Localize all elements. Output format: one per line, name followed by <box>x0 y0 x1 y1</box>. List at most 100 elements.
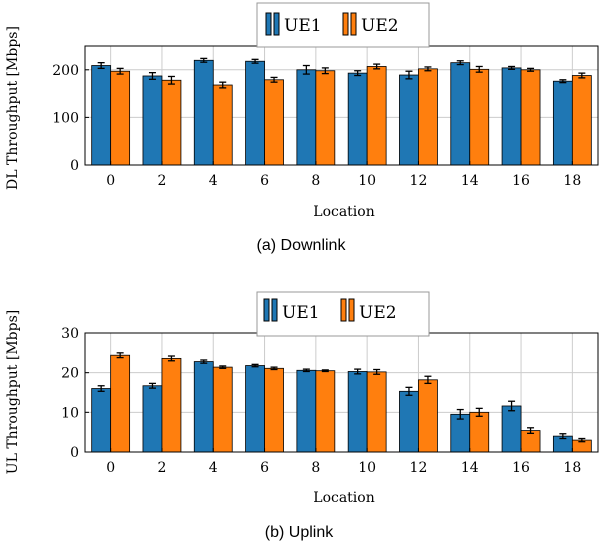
downlink-xtick-label-9: 18 <box>563 173 581 189</box>
uplink-bar-ue1-16 <box>501 405 522 453</box>
uplink-legend-ue1-label: UE1 <box>282 303 320 323</box>
downlink-bar-ue2-8 <box>315 70 336 166</box>
uplink-ytick-label-1: 10 <box>61 405 79 421</box>
downlink-errbar-ue2-10 <box>373 63 381 70</box>
uplink-ticks: 0 10 20 30 0 2 4 6 8 10 12 14 16 18 <box>61 326 581 476</box>
downlink-xtick-label-6: 12 <box>410 173 428 189</box>
downlink-bar-ue2-2 <box>161 79 182 166</box>
downlink-errbar-ue2-14 <box>475 65 483 73</box>
uplink-legend-ue2-swatch-b <box>348 298 355 322</box>
downlink-errbar-ue1-6 <box>251 58 259 64</box>
downlink-ytick-label-1: 100 <box>52 110 79 126</box>
uplink-errbar-ue2-0 <box>116 352 124 359</box>
downlink-errbar-ue1-18 <box>559 79 567 84</box>
uplink-errbar-ue2-12 <box>424 375 432 385</box>
downlink-legend-ue2-label: UE2 <box>361 16 399 36</box>
downlink-xtick-label-8: 16 <box>512 173 530 189</box>
downlink-errbar-ue1-14 <box>456 60 464 66</box>
downlink-ticks: 0 100 200 0 2 4 6 8 10 12 14 16 18 <box>52 63 581 189</box>
downlink-legend-ue2-swatch-b <box>350 12 357 36</box>
uplink-errbar-ue2-16 <box>527 427 535 435</box>
downlink-ytick-label-0: 0 <box>70 158 79 174</box>
uplink-y-axis-label: UL Throughput [Mbps] <box>5 310 21 474</box>
uplink-xtick-label-7: 14 <box>461 460 479 476</box>
uplink-errbar-ue1-16 <box>508 400 516 412</box>
downlink-errbar-ue2-2 <box>167 75 175 85</box>
uplink-bar-ue2-10 <box>366 371 387 453</box>
downlink-errbar-ue2-6 <box>270 76 278 83</box>
uplink-bar-ue1-4 <box>193 361 214 453</box>
downlink-bar-ue1-12 <box>399 74 419 166</box>
uplink-xtick-label-0: 0 <box>106 460 115 476</box>
uplink-legend-ue1-swatch-a <box>263 298 270 322</box>
uplink-legend-ue2-label: UE2 <box>359 303 397 323</box>
downlink-xtick-label-3: 6 <box>260 173 269 189</box>
downlink-bar-ue2-12 <box>418 68 438 166</box>
downlink-errbar-ue1-16 <box>508 65 516 70</box>
uplink-errbar-ue2-18 <box>578 437 586 443</box>
uplink-bars <box>91 354 592 453</box>
uplink-errbar-ue1-6 <box>251 363 259 368</box>
uplink-errbar-ue2-8 <box>321 369 329 373</box>
uplink-xtick-label-3: 6 <box>260 460 269 476</box>
uplink-xtick-label-8: 16 <box>512 460 530 476</box>
downlink-errbar-ue1-2 <box>148 72 156 80</box>
uplink-bar-ue2-6 <box>264 367 284 453</box>
downlink-errbar-ue2-0 <box>116 67 124 75</box>
downlink-errbar-ue2-4 <box>219 81 227 89</box>
uplink-errbar-ue1-10 <box>354 368 362 375</box>
uplink-chart: 0 10 20 30 0 2 4 6 8 10 12 14 16 18 UL Throughput [Mb… <box>5 291 599 541</box>
downlink-legend-ue1-swatch-a <box>265 12 272 36</box>
downlink-error-bars <box>97 57 586 89</box>
uplink-errbar-ue2-14 <box>475 407 483 417</box>
uplink-bar-ue2-4 <box>212 366 233 453</box>
uplink-legend-ue2-swatch-a <box>340 298 347 322</box>
uplink-bar-ue2-2 <box>161 357 182 453</box>
downlink-bar-ue1-4 <box>193 59 214 166</box>
downlink-xtick-label-2: 4 <box>209 173 218 189</box>
downlink-legend: UE1 UE2 <box>256 2 430 48</box>
downlink-bar-ue2-0 <box>110 70 131 166</box>
downlink-chart: 0 100 200 0 2 4 6 8 10 12 14 16 18 DL Throughput [Mb… <box>5 2 599 254</box>
downlink-bar-ue2-14 <box>469 68 490 166</box>
downlink-xtick-label-1: 2 <box>157 173 166 189</box>
uplink-bar-ue1-2 <box>142 385 163 453</box>
downlink-errbar-ue2-16 <box>527 67 535 72</box>
uplink-bar-ue2-0 <box>110 354 131 453</box>
uplink-errbar-ue2-2 <box>167 355 175 362</box>
uplink-bar-ue1-12 <box>399 390 419 453</box>
downlink-xtick-label-4: 8 <box>311 173 320 189</box>
uplink-error-bars <box>97 352 586 443</box>
uplink-xtick-label-9: 18 <box>563 460 581 476</box>
downlink-bar-ue1-0 <box>91 65 112 166</box>
uplink-errbar-ue1-4 <box>200 359 208 364</box>
downlink-legend-ue1-swatch-b <box>273 12 280 36</box>
uplink-errbar-ue2-6 <box>270 366 278 371</box>
uplink-bar-ue1-6 <box>245 365 265 453</box>
downlink-errbar-ue2-8 <box>321 67 329 75</box>
uplink-xtick-label-2: 4 <box>209 460 218 476</box>
downlink-errbar-ue2-12 <box>424 66 432 72</box>
downlink-errbar-ue1-0 <box>97 62 105 70</box>
downlink-xtick-label-0: 0 <box>106 173 115 189</box>
uplink-x-axis-label: Location <box>313 490 374 506</box>
uplink-errbar-ue1-2 <box>148 382 156 389</box>
downlink-xtick-label-7: 14 <box>461 173 479 189</box>
uplink-legend-ue1-swatch-b <box>271 298 278 322</box>
uplink-xtick-label-6: 12 <box>410 460 428 476</box>
uplink-xtick-label-1: 2 <box>157 460 166 476</box>
downlink-bar-ue1-6 <box>245 60 265 166</box>
downlink-xtick-label-5: 10 <box>358 173 376 189</box>
downlink-bar-ue2-18 <box>571 75 592 166</box>
downlink-bar-ue1-8 <box>296 69 317 166</box>
downlink-bar-ue2-6 <box>264 79 284 166</box>
uplink-errbar-ue1-12 <box>405 386 413 396</box>
uplink-caption: (b) Uplink <box>265 524 334 541</box>
downlink-y-axis-label: DL Throughput [Mbps] <box>5 26 21 190</box>
downlink-legend-ue2-swatch-a <box>342 12 349 36</box>
downlink-errbar-ue1-12 <box>405 70 413 80</box>
uplink-bar-ue1-10 <box>347 371 368 453</box>
uplink-bar-ue1-0 <box>91 388 112 453</box>
downlink-errbar-ue1-8 <box>302 64 310 75</box>
